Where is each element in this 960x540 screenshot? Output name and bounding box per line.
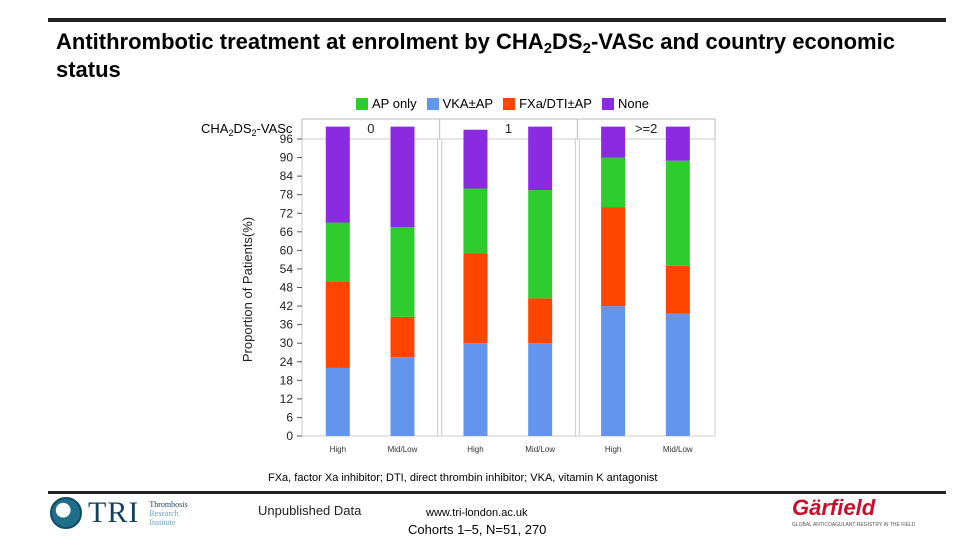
bar-segment-ap-only xyxy=(528,190,553,299)
y-axis-label: Proportion of Patients(%) xyxy=(240,217,255,362)
y-tick-label: 24 xyxy=(280,355,294,369)
bar-segment-none xyxy=(325,126,350,223)
panel-strip-label-p1: CHA xyxy=(201,121,229,136)
bar-segment-vka-ap xyxy=(463,343,488,436)
y-tick-label: 90 xyxy=(280,151,294,165)
bar-segment-fxa-dti-ap xyxy=(665,265,690,314)
bar-segment-fxa-dti-ap xyxy=(463,253,488,344)
bar-segment-none xyxy=(528,126,553,191)
panel-strip-label: CHA2DS2-VASc xyxy=(201,121,293,138)
bar-segment-none xyxy=(665,126,690,161)
y-tick-label: 84 xyxy=(280,169,294,183)
bar-segment-fxa-dti-ap xyxy=(601,207,626,307)
legend-item-vka: VKA±AP xyxy=(426,96,494,111)
x-tick-label: High xyxy=(605,445,621,454)
bar-segment-none xyxy=(601,126,626,158)
tri-logo-text: TRI xyxy=(88,496,140,529)
x-tick-label: Mid/Low xyxy=(525,445,555,454)
title-part-2: DS xyxy=(552,29,583,54)
unpublished-label: Unpublished Data xyxy=(258,503,362,518)
x-tick-label: High xyxy=(330,445,346,454)
x-tick-label: Mid/Low xyxy=(388,445,418,454)
legend-label-fxa: FXa/DTI±AP xyxy=(519,96,592,111)
bar-segment-none xyxy=(390,126,415,228)
legend-swatch-none xyxy=(601,97,614,110)
bar-segment-ap-only xyxy=(390,227,415,317)
garfield-logo-tagline: GLOBAL ANTICOAGULANT REGISTRY IN THE FIE… xyxy=(792,522,916,528)
tri-sub-line-3: Institute xyxy=(149,517,176,527)
legend-label-ap-only: AP only xyxy=(372,96,417,111)
bar-segment-fxa-dti-ap xyxy=(390,316,415,358)
page-title: Antithrombotic treatment at enrolment by… xyxy=(56,28,916,84)
title-part-1: Antithrombotic treatment at enrolment by… xyxy=(56,29,544,54)
panel-strip-label-p2: DS xyxy=(233,121,252,136)
title-sub-2: 2 xyxy=(582,40,591,57)
footnote: FXa, factor Xa inhibitor; DTI, direct th… xyxy=(268,472,658,484)
tri-logo: TRI Thrombosis Research Institute xyxy=(50,497,188,529)
bar-segment-ap-only xyxy=(463,188,488,254)
legend-swatch-fxa xyxy=(503,97,516,110)
footer-url: www.tri-london.ac.uk xyxy=(426,507,528,519)
legend-item-none: None xyxy=(601,96,650,111)
garfield-logo-word: Gärfield xyxy=(792,495,876,520)
tri-logo-emblem-icon xyxy=(50,497,82,529)
x-tick-label: Mid/Low xyxy=(663,445,693,454)
y-tick-label: 12 xyxy=(280,392,294,406)
plot-frame xyxy=(301,138,716,437)
bar-segment-vka-ap xyxy=(601,306,626,436)
legend-swatch-vka xyxy=(426,97,439,110)
legend-label-none: None xyxy=(617,96,650,111)
panel-label-0: 0 xyxy=(367,121,374,136)
y-tick-label: 36 xyxy=(280,318,294,332)
tri-sub-line-2: Research xyxy=(149,508,179,518)
x-tick-label: High xyxy=(467,445,483,454)
panel-strip-label-s1: 2 xyxy=(228,128,234,138)
cohorts-label: Cohorts 1–5, N=51, 270 xyxy=(408,522,547,537)
panel-label-1: 1 xyxy=(505,121,512,136)
y-tick-label: 54 xyxy=(280,262,294,276)
legend-item-fxa: FXa/DTI±AP xyxy=(503,96,592,111)
y-tick-label: 78 xyxy=(280,188,294,202)
top-rule xyxy=(48,18,946,22)
bar-segment-vka-ap xyxy=(528,343,553,436)
y-tick-label: 60 xyxy=(280,243,294,257)
y-tick-label: 42 xyxy=(280,299,294,313)
bar-segment-none xyxy=(463,129,488,189)
y-tick-label: 66 xyxy=(280,225,294,239)
chart-legend: AP only VKA±AP FXa/DTI±AP None xyxy=(356,96,649,111)
y-tick-label: 0 xyxy=(286,429,293,443)
bar-segment-vka-ap xyxy=(665,313,690,436)
legend-label-vka: VKA±AP xyxy=(442,96,494,111)
legend-item-ap-only: AP only xyxy=(356,96,417,111)
y-tick-label: 72 xyxy=(280,206,294,220)
bar-segment-vka-ap xyxy=(325,367,350,436)
title-sub-1: 2 xyxy=(543,40,553,57)
y-tick-label: 30 xyxy=(280,336,294,350)
tri-sub-line-1: Thrombosis xyxy=(149,499,188,509)
legend-swatch-ap-only xyxy=(356,97,368,110)
y-tick-label: 18 xyxy=(280,373,294,387)
panel-strip-label-p3: -VASc xyxy=(256,121,293,136)
bar-segment-ap-only xyxy=(325,222,350,282)
bottom-rule xyxy=(48,491,946,494)
garfield-logo: Gärfield GLOBAL ANTICOAGULANT REGISTRY I… xyxy=(792,495,916,529)
bar-segment-ap-only xyxy=(601,157,626,208)
panel-strip-label-s2: 2 xyxy=(251,128,257,138)
panel-label-2: >=2 xyxy=(635,121,657,136)
bar-segment-fxa-dti-ap xyxy=(325,281,350,368)
bar-segment-ap-only xyxy=(665,160,690,266)
y-tick-label: 6 xyxy=(286,410,293,424)
title-part-3: -VASc and country economic status xyxy=(56,29,895,82)
tri-logo-subtext: Thrombosis Research Institute xyxy=(149,500,187,527)
bar-segment-fxa-dti-ap xyxy=(528,298,553,344)
y-tick-label: 48 xyxy=(280,281,294,295)
bar-segment-vka-ap xyxy=(390,357,415,436)
y-tick-label: 96 xyxy=(280,132,294,146)
